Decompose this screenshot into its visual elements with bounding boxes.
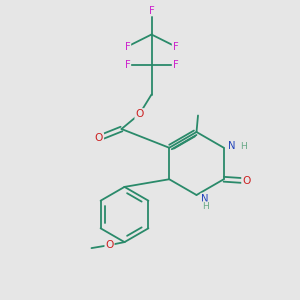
Text: F: F — [172, 41, 178, 52]
Text: H: H — [240, 142, 247, 152]
Text: F: F — [124, 41, 130, 52]
Text: F: F — [124, 59, 130, 70]
Text: N: N — [201, 194, 209, 204]
Text: O: O — [105, 240, 114, 250]
Text: H: H — [202, 202, 209, 211]
Text: O: O — [242, 176, 250, 186]
Text: F: F — [172, 59, 178, 70]
Text: F: F — [148, 5, 154, 16]
Text: O: O — [135, 109, 144, 119]
Text: O: O — [95, 133, 103, 143]
Text: N: N — [228, 141, 236, 151]
